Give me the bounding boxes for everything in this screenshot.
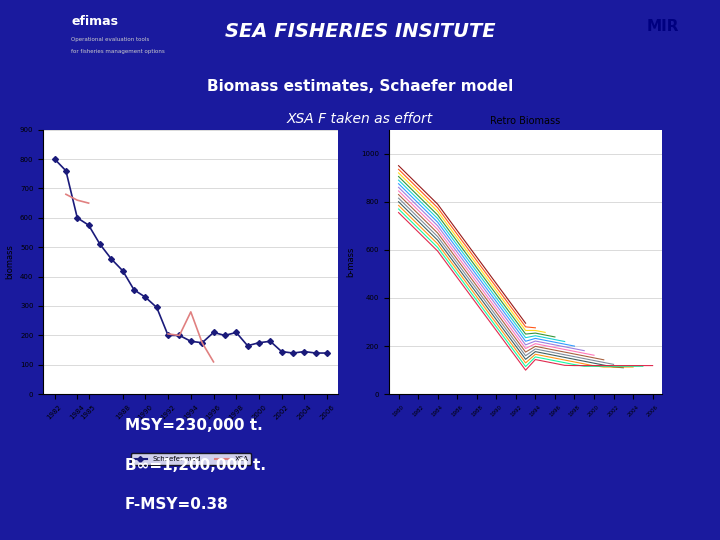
Text: for fisheries management options: for fisheries management options <box>71 49 165 53</box>
Text: B∞=1,200,000 t.: B∞=1,200,000 t. <box>125 458 266 473</box>
Text: MIR: MIR <box>646 19 679 33</box>
Text: F-MSY=0.38: F-MSY=0.38 <box>125 497 228 512</box>
Text: XSA F taken as effort: XSA F taken as effort <box>287 112 433 126</box>
Text: Operational evaluation tools: Operational evaluation tools <box>71 37 150 42</box>
Y-axis label: biomass: biomass <box>6 245 14 279</box>
Text: SEA FISHERIES INSITUTE: SEA FISHERIES INSITUTE <box>225 22 495 41</box>
Text: MSY=230,000 t.: MSY=230,000 t. <box>125 418 263 434</box>
Text: Biomass estimates, Schaefer model: Biomass estimates, Schaefer model <box>207 79 513 94</box>
Y-axis label: b-mass: b-mass <box>346 247 356 277</box>
Legend: Schaefer-mod, XSA: Schaefer-mod, XSA <box>130 453 251 465</box>
Text: efimas: efimas <box>71 15 118 28</box>
Title: Retro Biomass: Retro Biomass <box>490 116 561 126</box>
